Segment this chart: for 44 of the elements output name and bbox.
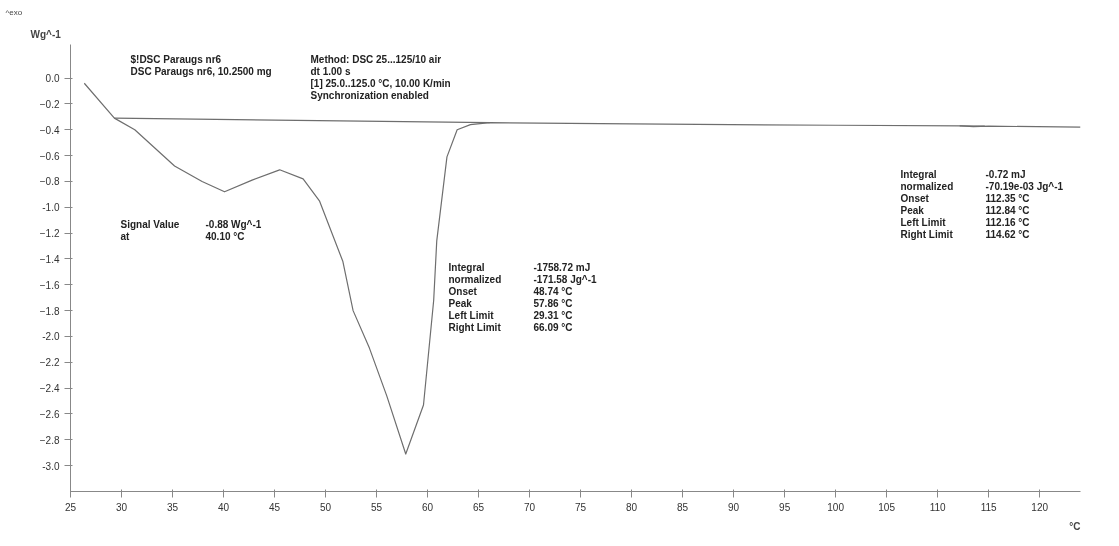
- y-tick-label: −1.8: [39, 305, 60, 317]
- y-tick-label: −2.6: [39, 408, 60, 420]
- x-tick-label: 70: [524, 501, 536, 513]
- y-tick-label: −0.6: [39, 150, 60, 162]
- y-tick-label: −1.6: [39, 279, 60, 291]
- x-tick-label: 115: [980, 501, 998, 513]
- y-tick-label: −0.8: [39, 176, 60, 188]
- y-tick-label: −2.2: [39, 357, 60, 369]
- x-tick-label: 95: [779, 501, 791, 513]
- x-tick-label: 55: [371, 501, 383, 513]
- y-tick-label: −2.4: [39, 383, 60, 395]
- y-tick-label: -3.0: [42, 460, 60, 472]
- x-axis-title: °C: [1069, 520, 1081, 532]
- text: Signal Value -0.88 Wg^-1 at 40.10 °C: [120, 218, 262, 242]
- y-tick-label: -2.0: [42, 331, 60, 343]
- x-tick-label: 60: [422, 501, 434, 513]
- x-tick-label: 85: [677, 501, 689, 513]
- y-tick-label: −2.8: [39, 434, 60, 446]
- x-tick-label: 30: [115, 501, 128, 513]
- x-tick-label: 65: [473, 501, 485, 513]
- annotation: Method: DSC 25...125/10 air dt 1.00 s [1] 25.0..125.0 °C, 10.00 K/min Synchronization enabled: [310, 53, 451, 101]
- y-tick-label: −0.2: [39, 98, 60, 110]
- x-tick-label: 50: [319, 501, 332, 513]
- x-tick-label: 35: [166, 501, 179, 513]
- x-tick-label: 40: [217, 501, 230, 513]
- x-tick-label: 90: [728, 501, 740, 513]
- x-tick-label: 75: [575, 501, 587, 513]
- x-tick-label: 110: [929, 501, 947, 513]
- y-tick-label: 0.0: [45, 73, 60, 85]
- y-tick-label: −1.4: [39, 253, 60, 265]
- y-tick-label: -1.0: [42, 202, 60, 214]
- text: Integral -1758.72 mJ normalized -171.58 Jg^-1 Onset 48.74 °C Peak 57.86 °C Left Limit 29.31 °C Right Limit 66.09 °C: [448, 261, 597, 333]
- x-tick-label: 80: [626, 501, 638, 513]
- x-tick-label: 120: [1031, 501, 1049, 513]
- text: Integral -0.72 mJ normalized -70.19e-03 Jg^-1 Onset 112.35 °C Peak 112.84 °C Left Limit 112.16 °C Right Limit 114.62 °C: [900, 168, 1064, 240]
- annotation: $!DSC Paraugs nr6 DSC Paraugs nr6, 10.2500 mg: [130, 53, 272, 77]
- x-tick-label: 100: [827, 501, 845, 513]
- text: ^exo: [5, 7, 23, 17]
- y-tick-label: −0.4: [39, 124, 60, 136]
- x-tick-label: 105: [878, 501, 896, 513]
- y-tick-label: −1.2: [39, 228, 60, 240]
- x-tick-label: 45: [268, 501, 281, 513]
- y-axis-title: Wg^-1: [30, 28, 62, 40]
- x-tick-label: 25: [64, 501, 77, 513]
